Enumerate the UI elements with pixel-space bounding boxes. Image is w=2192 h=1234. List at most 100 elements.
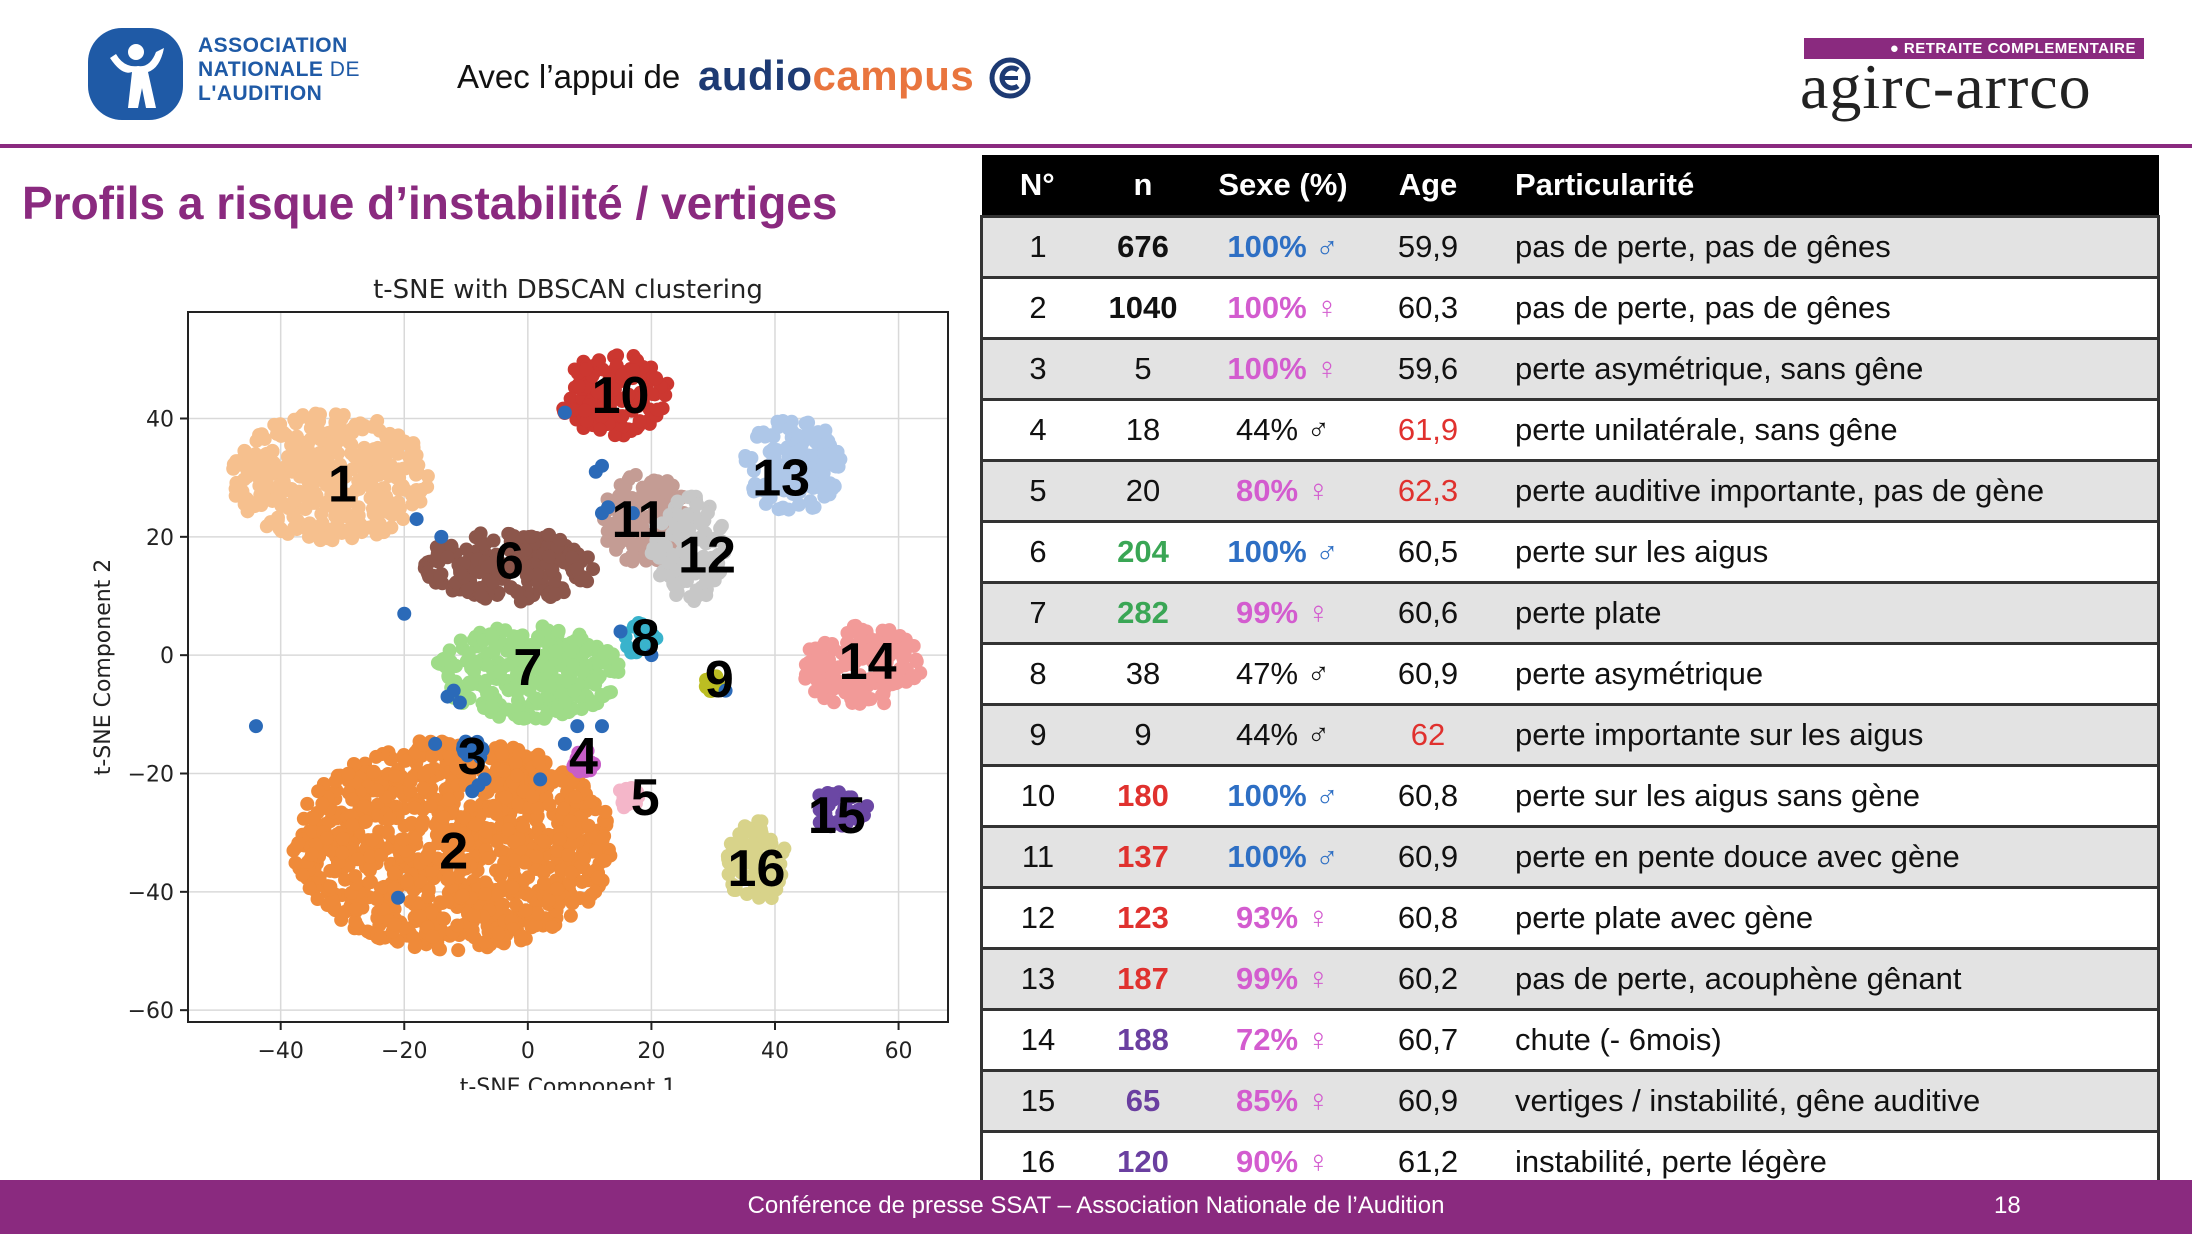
cluster-point	[398, 753, 413, 768]
cluster-point	[551, 623, 566, 638]
cluster-14	[798, 618, 928, 711]
cluster-point	[747, 476, 762, 491]
cluster-point	[812, 788, 827, 803]
cluster-point	[444, 538, 459, 553]
cluster-point	[498, 623, 513, 638]
cluster-point	[801, 415, 816, 430]
table-row: 3 5 100% ♀ 59,6 perte asymétrique, sans gêne	[981, 337, 2159, 400]
cluster-point	[357, 799, 372, 814]
cluster-3	[455, 734, 490, 765]
cluster-point	[616, 790, 631, 805]
cluster-point	[509, 677, 524, 692]
cluster-point	[518, 542, 533, 557]
cluster-point	[363, 860, 378, 875]
cluster-point	[348, 902, 363, 917]
cluster-point	[650, 402, 665, 417]
cluster-point	[392, 501, 407, 516]
cluster-point	[512, 646, 527, 661]
cell-age: 61,9	[1373, 398, 1483, 461]
ana-line-3: L'AUDITION	[198, 82, 323, 105]
cluster-point	[548, 587, 563, 602]
cluster-point	[879, 655, 894, 670]
cluster-point	[544, 769, 559, 784]
cluster-label: 1	[328, 456, 357, 514]
cluster-point	[668, 521, 683, 536]
cluster-point	[348, 914, 363, 929]
cluster-point	[542, 527, 557, 542]
cluster-point	[789, 486, 804, 501]
y-axis-label: t-SNE Component 2	[91, 559, 116, 776]
cluster-point	[305, 824, 320, 839]
cluster-point	[585, 829, 600, 844]
y-tick-label: −60	[128, 999, 174, 1024]
cluster-point	[513, 928, 528, 943]
cluster-point	[310, 892, 325, 907]
cluster-point	[854, 684, 869, 699]
slide-footer: Conférence de presse SSAT – Association …	[0, 1180, 2192, 1234]
cluster-point	[505, 544, 520, 559]
cell-age: 59,6	[1373, 337, 1483, 400]
cluster-point	[417, 767, 432, 782]
header-sexe: Sexe (%)	[1193, 155, 1373, 217]
noise-point	[570, 719, 585, 734]
cell-no: 11	[981, 825, 1093, 888]
chart-title: t-SNE with DBSCAN clustering	[373, 275, 763, 305]
cell-no: 15	[981, 1069, 1093, 1132]
cluster-point	[791, 497, 806, 512]
cluster-point	[706, 676, 721, 691]
cluster-point	[350, 852, 365, 867]
header-particularite: Particularité	[1483, 155, 2159, 217]
cluster-point	[576, 851, 591, 866]
cell-age: 60,9	[1373, 642, 1483, 705]
table-row: 8 38 47% ♂ 60,9 perte asymétrique	[981, 642, 2159, 705]
cluster-point	[619, 552, 634, 567]
cluster-point	[453, 565, 468, 580]
x-tick-label: 60	[885, 1039, 913, 1064]
cluster-point	[448, 658, 463, 673]
cluster-point	[523, 652, 538, 667]
cluster-point	[609, 542, 624, 557]
cluster-point	[706, 534, 721, 549]
cell-n: 188	[1093, 1008, 1193, 1071]
cell-n: 9	[1093, 703, 1193, 766]
cluster-point	[594, 409, 609, 424]
cluster-point	[345, 792, 360, 807]
cluster-point	[530, 801, 545, 816]
cluster-point	[553, 532, 568, 547]
cluster-point	[530, 906, 545, 921]
cluster-point	[226, 461, 241, 476]
noise-point	[718, 683, 733, 698]
table-row: 10 180 100% ♂ 60,8 perte sur les aigus sans …	[981, 764, 2159, 827]
ana-line-1: ASSOCIATION	[198, 34, 348, 57]
cell-age: 60,9	[1373, 825, 1483, 888]
cell-sexe: 72% ♀	[1193, 1008, 1373, 1071]
cluster-point	[403, 774, 418, 789]
cluster-point	[825, 787, 840, 802]
cluster-point	[831, 459, 846, 474]
cluster-point	[721, 855, 736, 870]
cluster-point	[455, 888, 470, 903]
cluster-point	[400, 873, 415, 888]
cluster-point	[536, 865, 551, 880]
cluster-point	[577, 403, 592, 418]
table-row: 5 20 80% ♀ 62,3 perte auditive importante, p…	[981, 459, 2159, 522]
cluster-point	[404, 488, 419, 503]
cell-age: 60,3	[1373, 276, 1483, 339]
cluster-point	[308, 406, 323, 421]
cell-particularite: chute (- 6mois)	[1483, 1008, 2159, 1071]
cluster-point	[714, 518, 729, 533]
cluster-point	[536, 834, 551, 849]
cluster-point	[335, 845, 350, 860]
cell-particularite: perte plate avec gène	[1483, 886, 2159, 949]
cluster-13	[738, 413, 848, 517]
cluster-point	[555, 773, 570, 788]
cluster-point	[348, 869, 363, 884]
cluster-point	[855, 622, 870, 637]
cell-no: 3	[981, 337, 1093, 400]
cluster-point	[480, 686, 495, 701]
cluster-point	[579, 362, 594, 377]
cluster-point	[373, 881, 388, 896]
cell-n: 18	[1093, 398, 1193, 461]
y-tick-label: 20	[146, 526, 174, 551]
cluster-point	[543, 679, 558, 694]
